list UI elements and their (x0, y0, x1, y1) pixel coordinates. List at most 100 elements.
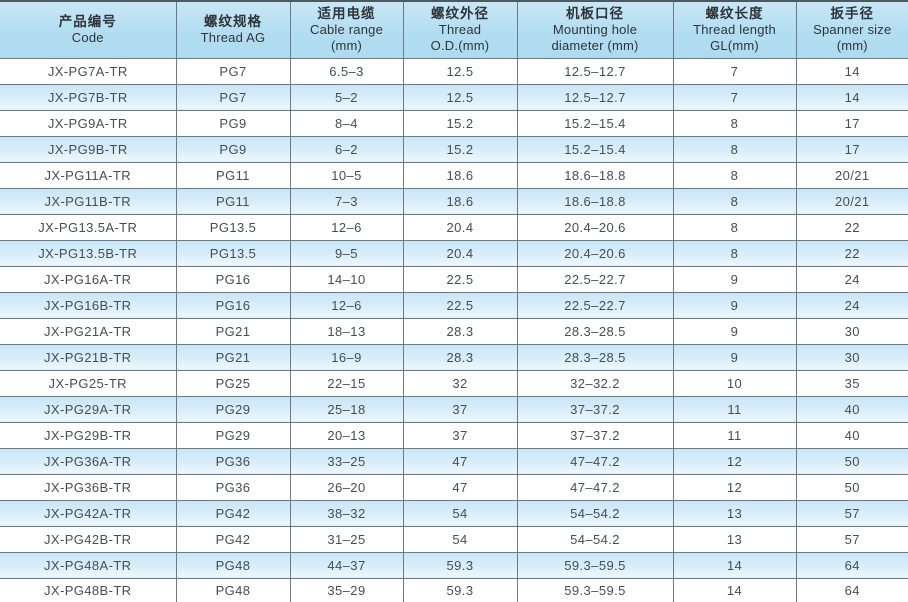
column-header-en-label: Code (71, 30, 104, 46)
spec-value-cell: 31–25 (289, 525, 404, 553)
spec-value-cell: 54–54.2 (516, 499, 674, 527)
spec-value-cell: 20.4–20.6 (516, 239, 674, 267)
spec-value-cell: 20.4 (402, 213, 518, 241)
column-header-en-label: Thread length (693, 22, 776, 38)
table-row-10: JX-PG16B-TR PG16 12–6 22.5 22.5–22.7 9 24 (0, 291, 908, 319)
column-header-en-label: GL(mm) (710, 38, 759, 54)
column-header-zh-label: 机板口径 (566, 6, 624, 22)
spec-table-body: JX-PG7A-TR PG7 6.5–3 12.5 12.5–12.7 7 14 JX-PG7… (0, 57, 908, 602)
spec-value-cell: 50 (795, 473, 908, 501)
column-header-4: 螺纹外径 Thread O.D.(mm) (402, 0, 518, 59)
spec-value-cell: PG36 (175, 447, 291, 475)
table-row-7: JX-PG13.5A-TR PG13.5 12–6 20.4 20.4–20.6 8 22 (0, 213, 908, 241)
spec-value-cell: 22–15 (289, 369, 404, 397)
spec-value-cell: PG9 (175, 135, 291, 163)
spec-value-cell: 9 (672, 265, 797, 293)
product-code-cell: JX-PG7A-TR (0, 57, 177, 85)
product-code-cell: JX-PG42B-TR (0, 525, 177, 553)
spec-value-cell: 20.4 (402, 239, 518, 267)
column-header-en-label: Cable range (309, 22, 384, 38)
spec-value-cell: 47 (402, 447, 518, 475)
spec-value-cell: 9 (672, 317, 797, 345)
spec-table-header: 产品编号 Code 螺纹规格 Thread AG 适用电缆 Cable range (mm)… (0, 0, 908, 59)
spec-value-cell: PG21 (175, 317, 291, 345)
table-row-13: JX-PG25-TR PG25 22–15 32 32–32.2 10 35 (0, 369, 908, 397)
spec-value-cell: PG42 (175, 525, 291, 553)
spec-value-cell: 59.3–59.5 (516, 551, 674, 579)
spec-value-cell: PG36 (175, 473, 291, 501)
spec-value-cell: 38–32 (289, 499, 404, 527)
spec-value-cell: PG21 (175, 343, 291, 371)
spec-value-cell: 6–2 (289, 135, 404, 163)
spec-value-cell: PG29 (175, 395, 291, 423)
spec-value-cell: 37–37.2 (516, 395, 674, 423)
column-header-zh-label: 螺纹规格 (204, 14, 262, 30)
column-header-en-label: Thread AG (200, 30, 266, 46)
spec-value-cell: 12–6 (289, 291, 404, 319)
spec-value-cell: 8 (672, 109, 797, 137)
spec-value-cell: 25–18 (289, 395, 404, 423)
spec-value-cell: 28.3 (402, 343, 518, 371)
spec-value-cell: 20/21 (795, 161, 908, 189)
spec-value-cell: 32–32.2 (516, 369, 674, 397)
table-row-6: JX-PG11B-TR PG11 7–3 18.6 18.6–18.8 8 20/21 (0, 187, 908, 215)
spec-value-cell: PG42 (175, 499, 291, 527)
spec-value-cell: 8–4 (289, 109, 404, 137)
spec-value-cell: 28.3 (402, 317, 518, 345)
spec-value-cell: 40 (795, 421, 908, 449)
table-row-4: JX-PG9B-TR PG9 6–2 15.2 15.2–15.4 8 17 (0, 135, 908, 163)
spec-value-cell: 12 (672, 473, 797, 501)
spec-value-cell: 18.6–18.8 (516, 187, 674, 215)
column-header-3: 适用电缆 Cable range (mm) (289, 0, 404, 59)
spec-value-cell: PG7 (175, 57, 291, 85)
product-code-cell: JX-PG11A-TR (0, 161, 177, 189)
spec-value-cell: 14 (672, 551, 797, 579)
spec-value-cell: 37–37.2 (516, 421, 674, 449)
spec-value-cell: 20/21 (795, 187, 908, 215)
table-row-12: JX-PG21B-TR PG21 16–9 28.3 28.3–28.5 9 30 (0, 343, 908, 371)
spec-value-cell: 22 (795, 213, 908, 241)
spec-value-cell: 5–2 (289, 83, 404, 111)
spec-value-cell: PG16 (175, 291, 291, 319)
product-code-cell: JX-PG9B-TR (0, 135, 177, 163)
spec-value-cell: 12.5 (402, 57, 518, 85)
spec-value-cell: 18.6–18.8 (516, 161, 674, 189)
spec-value-cell: PG9 (175, 109, 291, 137)
column-header-en-label: (mm) (836, 38, 868, 54)
spec-value-cell: PG11 (175, 187, 291, 215)
spec-value-cell: 35 (795, 369, 908, 397)
header-row: 产品编号 Code 螺纹规格 Thread AG 适用电缆 Cable range (mm)… (0, 0, 908, 59)
spec-value-cell: 35–29 (289, 577, 404, 602)
spec-value-cell: 22.5 (402, 265, 518, 293)
spec-value-cell: 12–6 (289, 213, 404, 241)
product-code-cell: JX-PG25-TR (0, 369, 177, 397)
table-row-1: JX-PG7A-TR PG7 6.5–3 12.5 12.5–12.7 7 14 (0, 57, 908, 85)
product-code-cell: JX-PG16A-TR (0, 265, 177, 293)
column-header-zh-label: 螺纹长度 (705, 6, 764, 22)
spec-value-cell: 54 (402, 499, 518, 527)
product-code-cell: JX-PG36B-TR (0, 473, 177, 501)
spec-value-cell: 26–20 (289, 473, 404, 501)
product-code-cell: JX-PG7B-TR (0, 83, 177, 111)
spec-value-cell: 14 (672, 577, 797, 602)
spec-value-cell: 15.2–15.4 (516, 109, 674, 137)
spec-value-cell: 9 (672, 343, 797, 371)
spec-value-cell: 15.2 (402, 135, 518, 163)
spec-value-cell: PG11 (175, 161, 291, 189)
product-code-cell: JX-PG48B-TR (0, 577, 177, 602)
spec-value-cell: 44–37 (289, 551, 404, 579)
spec-value-cell: PG16 (175, 265, 291, 293)
spec-value-cell: 47–47.2 (516, 473, 674, 501)
spec-value-cell: 50 (795, 447, 908, 475)
spec-value-cell: PG13.5 (175, 213, 291, 241)
product-code-cell: JX-PG13.5B-TR (0, 239, 177, 267)
column-header-zh-label: 产品编号 (58, 14, 117, 30)
product-code-cell: JX-PG36A-TR (0, 447, 177, 475)
spec-value-cell: 9 (672, 291, 797, 319)
column-header-2: 螺纹规格 Thread AG (175, 0, 291, 59)
product-code-cell: JX-PG29B-TR (0, 421, 177, 449)
spec-value-cell: 47–47.2 (516, 447, 674, 475)
spec-value-cell: 20.4–20.6 (516, 213, 674, 241)
spec-value-cell: 18.6 (402, 161, 518, 189)
